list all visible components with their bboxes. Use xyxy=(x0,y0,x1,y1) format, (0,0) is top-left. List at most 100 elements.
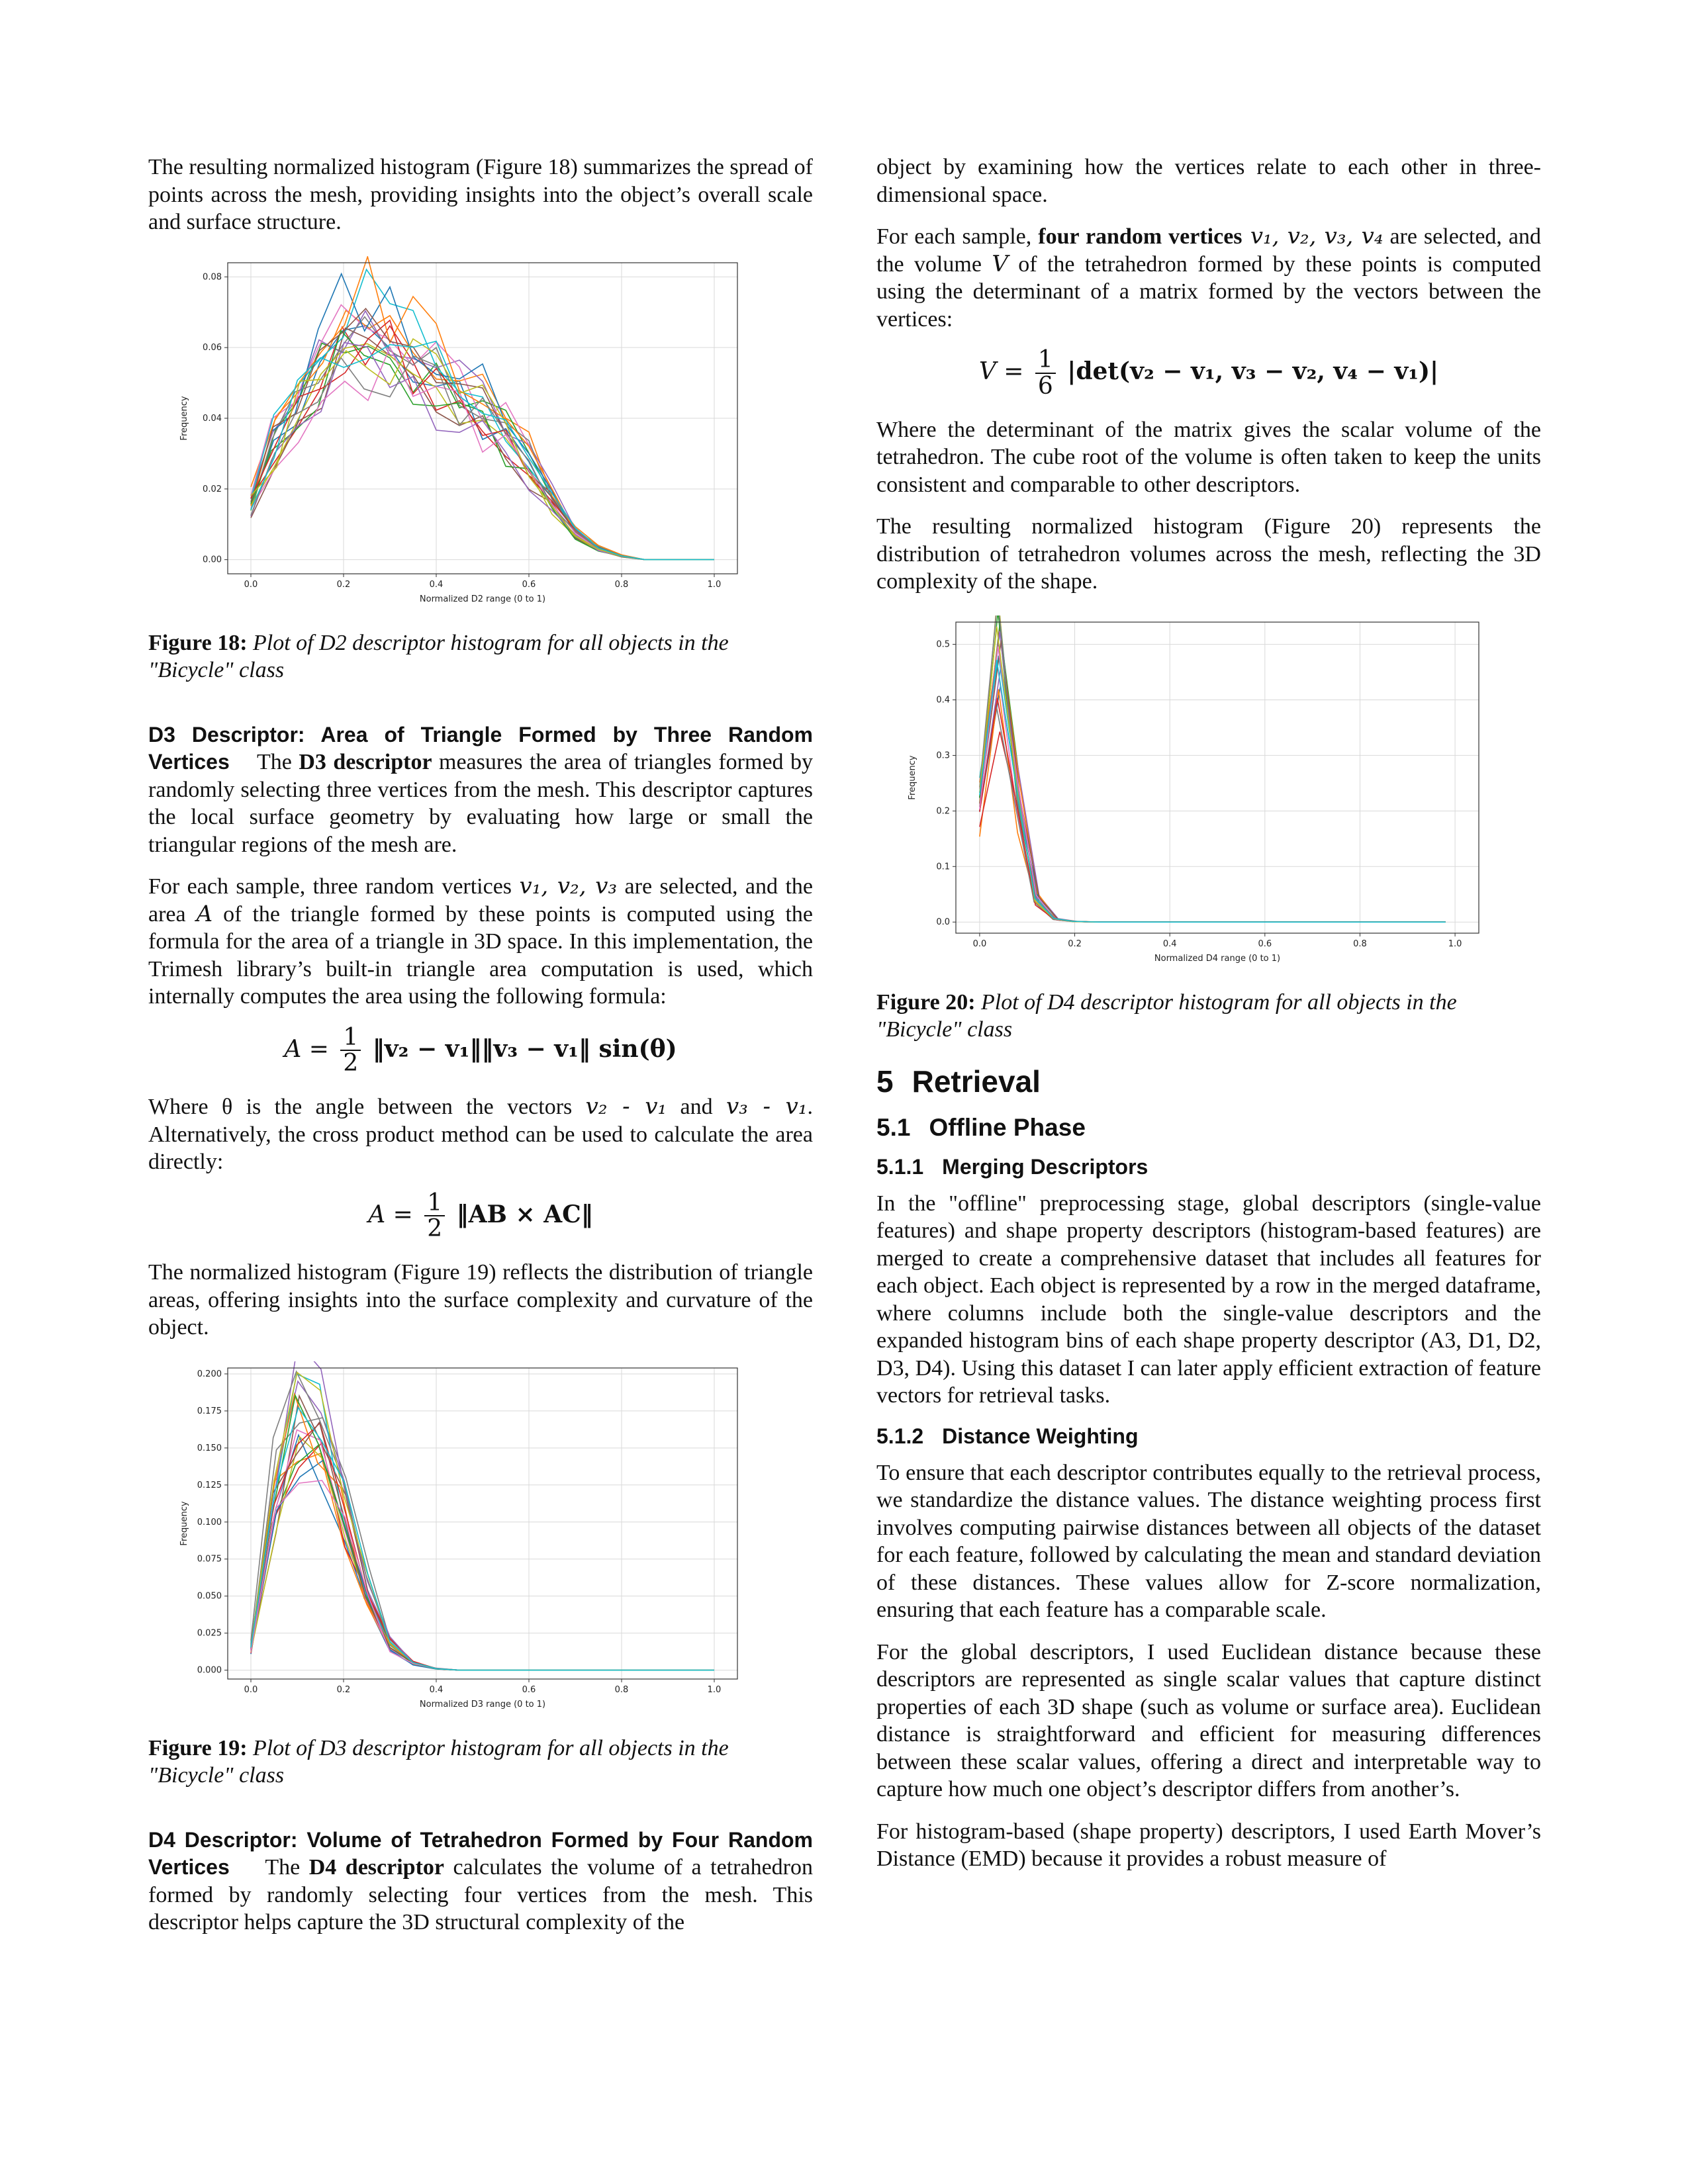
figure-20: 0.0 0.2 0.4 0.6 0.8 1.0 0.0 0.1 0.2 0.3 0.4 0.5 Norm… xyxy=(876,615,1541,973)
series-line xyxy=(979,639,1446,923)
series-line xyxy=(250,255,714,560)
series-line xyxy=(979,698,1446,923)
series-line xyxy=(250,1416,714,1671)
series-line xyxy=(979,615,1446,923)
eq2-num: 1 xyxy=(424,1190,445,1217)
d3-text-pre: The xyxy=(257,750,299,774)
y-tick-label: 0.04 xyxy=(203,414,222,424)
figure-19: 0.0 0.2 0.4 0.6 0.8 1.0 0.000 0.025 0.050 0.075 0.… xyxy=(148,1361,813,1719)
x-tick-label: 1.0 xyxy=(1448,939,1462,949)
d3-heading: D3 Descriptor: Area of Triangle Formed b… xyxy=(148,722,813,774)
d3-paragraph-1: D3 Descriptor: Area of Triangle Formed b… xyxy=(148,721,813,859)
d3-histogram-chart: 0.0 0.2 0.4 0.6 0.8 1.0 0.000 0.025 0.050 0.075 0.… xyxy=(179,1361,738,1709)
x-axis-label: Normalized D2 range (0 to 1) xyxy=(420,594,545,604)
x-tick-label: 0.4 xyxy=(1163,939,1177,949)
series-line xyxy=(979,627,1446,923)
d3-paragraph-4: The normalized histogram (Figure 19) ref… xyxy=(148,1260,813,1340)
d3-p3-b: and xyxy=(667,1095,726,1120)
y-tick-label: 0.5 xyxy=(936,639,950,649)
d3-p2-a: For each sample, three random vertices xyxy=(148,874,520,899)
section-5-1-1-number: 5.1.1 xyxy=(876,1154,924,1179)
eq1-den: 2 xyxy=(343,1050,359,1077)
d3-paragraph-2: For each sample, three random vertices v… xyxy=(148,873,813,1011)
x-tick-label: 0.2 xyxy=(1068,939,1082,949)
figure-18: 0.0 0.2 0.4 0.6 0.8 1.0 0.00 0.02 0.04 0.06 0.08 No… xyxy=(148,255,813,614)
d4-bold: D4 descriptor xyxy=(308,1855,444,1880)
series-line xyxy=(250,1392,714,1671)
series-line xyxy=(250,1361,714,1671)
eq2-lhs: A = xyxy=(368,1201,413,1228)
eq1-rhs: ‖v₂ − v₁‖‖v₃ − v₁‖ sin(θ) xyxy=(372,1034,677,1063)
section-5-1-number: 5.1 xyxy=(876,1113,911,1141)
d3-bold: D3 descriptor xyxy=(299,750,432,774)
d4-text-post: calculates the volume of a tetrahedron f… xyxy=(148,1855,813,1935)
figure-20-label: Figure 20: xyxy=(876,989,976,1015)
series-line xyxy=(979,615,1446,923)
x-axis-label: Normalized D3 range (0 to 1) xyxy=(420,1700,545,1709)
d3-text-post: measures the area of triangles formed by… xyxy=(148,750,813,857)
x-tick-label: 0.6 xyxy=(522,1685,536,1695)
y-tick-label: 0.200 xyxy=(197,1369,222,1379)
figure-19-caption: Figure 19: Plot of D3 descriptor histogr… xyxy=(148,1735,813,1790)
y-tick-label: 0.1 xyxy=(936,862,950,872)
series-line xyxy=(250,303,714,560)
series-line xyxy=(979,704,1446,923)
series-line xyxy=(250,1393,714,1671)
d2-histogram-chart: 0.0 0.2 0.4 0.6 0.8 1.0 0.00 0.02 0.04 0.06 0.08 No… xyxy=(179,255,738,604)
series-line xyxy=(250,1441,714,1671)
d4-heading: D4 Descriptor: Volume of Tetrahedron For… xyxy=(148,1827,813,1880)
y-tick-label: 0.00 xyxy=(203,555,222,565)
y-axis-label: Frequency xyxy=(179,1501,189,1545)
y-tick-label: 0.4 xyxy=(936,695,950,705)
x-axis-label: Normalized D4 range (0 to 1) xyxy=(1154,954,1280,964)
section-5-1-1-heading: 5.1.1 Merging Descriptors xyxy=(876,1155,1541,1179)
section-5-title: Retrieval xyxy=(912,1064,1041,1099)
plot-frame xyxy=(227,1367,738,1680)
y-tick-label: 0.125 xyxy=(197,1480,222,1490)
d3-p3-v2: v₃ - v₁ xyxy=(726,1093,808,1120)
series-line xyxy=(979,630,1446,923)
y-tick-label: 0.0 xyxy=(936,917,950,927)
section-5-1-heading: 5.1 Offline Phase xyxy=(876,1114,1541,1142)
sample-b: are selected, and the volume xyxy=(876,224,1541,277)
d3-p2-c: of the triangle formed by these points i… xyxy=(148,901,813,1009)
d3-p2-b: are selected, and the area xyxy=(148,874,813,927)
left-column: The resulting normalized histogram (Figu… xyxy=(148,154,813,1951)
series-line xyxy=(979,662,1446,923)
x-tick-label: 0.2 xyxy=(337,1685,351,1695)
eq3-lhs: V = xyxy=(978,357,1024,385)
section-5-1-2-heading: 5.1.2 Distance Weighting xyxy=(876,1424,1541,1449)
x-tick-label: 0.4 xyxy=(430,1685,444,1695)
y-tick-label: 0.02 xyxy=(203,484,222,494)
distance-paragraph-3: For histogram-based (shape property) des… xyxy=(876,1819,1541,1872)
series-line xyxy=(979,659,1446,923)
x-tick-label: 0.2 xyxy=(337,580,351,590)
series-line xyxy=(979,685,1446,923)
fig20-intro-paragraph: The resulting normalized histogram (Figu… xyxy=(876,514,1541,594)
sample-a: For each sample, xyxy=(876,224,1039,249)
d3-p2-vars: v₁, v₂, v₃ xyxy=(519,873,618,899)
y-tick-label: 0.050 xyxy=(197,1591,222,1601)
d3-p3-c: . Alternatively, the cross product metho… xyxy=(148,1095,814,1175)
figure-19-text: Plot of D3 descriptor histogram for all … xyxy=(148,1735,729,1788)
d4-histogram-chart: 0.0 0.2 0.4 0.6 0.8 1.0 0.0 0.1 0.2 0.3 0.4 0.5 Norm… xyxy=(908,615,1479,964)
series-line xyxy=(250,326,714,560)
continued-paragraph: object by examining how the vertices rel… xyxy=(876,155,1541,207)
x-tick-label: 0.8 xyxy=(615,580,629,590)
figure-19-label: Figure 19: xyxy=(148,1735,248,1760)
x-tick-label: 0.0 xyxy=(244,580,258,590)
figure-18-text: Plot of D2 descriptor histogram for all … xyxy=(148,630,729,683)
series-line xyxy=(250,1435,714,1671)
series-line xyxy=(250,1433,714,1671)
determinant-paragraph: Where the determinant of the matrix give… xyxy=(876,417,1541,497)
x-tick-label: 0.6 xyxy=(522,580,536,590)
section-5-1-1-title: Merging Descriptors xyxy=(942,1154,1149,1179)
y-tick-label: 0.025 xyxy=(197,1628,222,1638)
d3-p3-v1: v₂ - v₁ xyxy=(585,1093,667,1120)
series-line xyxy=(979,646,1446,923)
x-tick-label: 1.0 xyxy=(708,580,722,590)
